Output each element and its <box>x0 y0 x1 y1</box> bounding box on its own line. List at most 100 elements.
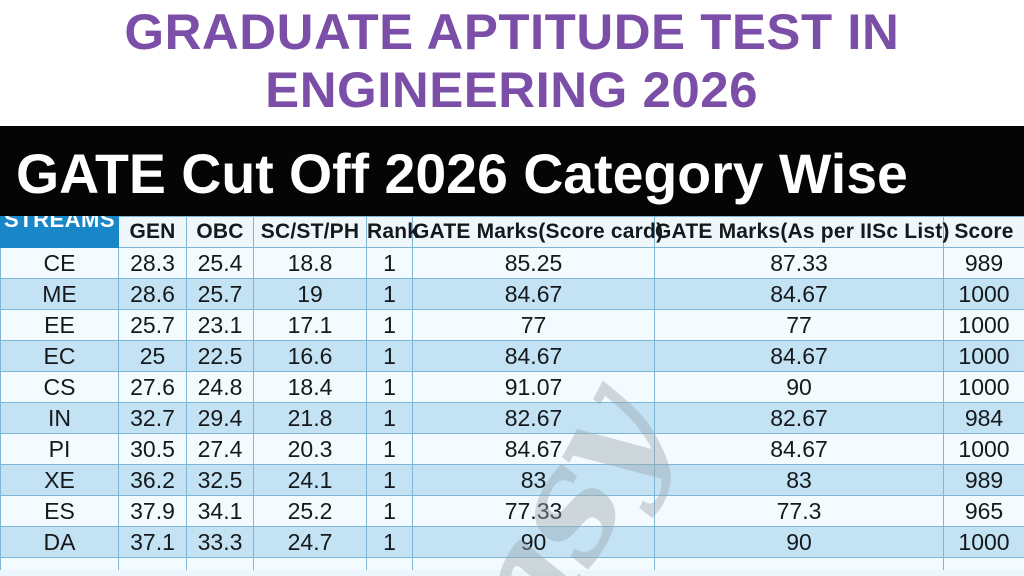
cell-obc: 32.5 <box>186 464 254 496</box>
cell-score: 1000 <box>943 526 1024 558</box>
cell-stream: CS <box>0 371 119 403</box>
cell-rank: 1 <box>366 433 413 465</box>
cell-gen: 37.1 <box>118 526 187 558</box>
cell-gate-marks-iisc-list: 87.33 <box>654 247 944 279</box>
cell-gen: 37.9 <box>118 495 187 527</box>
cell-partial <box>654 557 944 570</box>
cell-stream: EE <box>0 309 119 341</box>
cell-stream: XE <box>0 464 119 496</box>
cell-gate-marks-score-card: 84.67 <box>412 433 655 465</box>
cell-sc-st-ph: 20.3 <box>253 433 367 465</box>
cell-rank: 1 <box>366 371 413 403</box>
column-header-sc-st-ph: SC/ST/PH <box>253 216 367 248</box>
cell-gate-marks-iisc-list: 82.67 <box>654 402 944 434</box>
cell-gate-marks-iisc-list: 84.67 <box>654 340 944 372</box>
cell-stream: PI <box>0 433 119 465</box>
cell-obc: 23.1 <box>186 309 254 341</box>
table-row: IN 32.7 29.4 21.8 1 82.67 82.67 984 <box>0 402 1024 434</box>
cell-score: 984 <box>943 402 1024 434</box>
cell-score: 1000 <box>943 433 1024 465</box>
banner: GATE Cut Off 2026 Category Wise <box>0 126 1024 216</box>
cell-gate-marks-score-card: 90 <box>412 526 655 558</box>
cell-sc-st-ph: 21.8 <box>253 402 367 434</box>
table-row-partial <box>0 557 1024 570</box>
cell-stream: ES <box>0 495 119 527</box>
cell-rank: 1 <box>366 278 413 310</box>
cell-obc: 33.3 <box>186 526 254 558</box>
cell-partial <box>366 557 413 570</box>
cell-gate-marks-score-card: 77 <box>412 309 655 341</box>
table-header: STREAMS GEN OBC SC/ST/PH Rank GATE Marks… <box>0 216 1024 248</box>
cell-gen: 36.2 <box>118 464 187 496</box>
cell-gate-marks-score-card: 91.07 <box>412 371 655 403</box>
cell-score: 989 <box>943 247 1024 279</box>
cell-rank: 1 <box>366 495 413 527</box>
cell-sc-st-ph: 18.8 <box>253 247 367 279</box>
cell-obc: 27.4 <box>186 433 254 465</box>
cell-gate-marks-iisc-list: 90 <box>654 526 944 558</box>
cell-score: 1000 <box>943 371 1024 403</box>
page-title-line-2: ENGINEERING 2026 <box>265 62 759 118</box>
cell-gate-marks-iisc-list: 90 <box>654 371 944 403</box>
table-row: XE 36.2 32.5 24.1 1 83 83 989 <box>0 464 1024 496</box>
cell-partial <box>943 557 1024 570</box>
table-row: CE 28.3 25.4 18.8 1 85.25 87.33 989 <box>0 247 1024 279</box>
cutoff-table-container: easy STREAMS GEN OBC SC/ST/PH Rank GATE … <box>0 216 1024 576</box>
cell-stream: DA <box>0 526 119 558</box>
table-row: PI 30.5 27.4 20.3 1 84.67 84.67 1000 <box>0 433 1024 465</box>
table-row: EC 25 22.5 16.6 1 84.67 84.67 1000 <box>0 340 1024 372</box>
cell-gen: 32.7 <box>118 402 187 434</box>
cell-obc: 25.7 <box>186 278 254 310</box>
cell-sc-st-ph: 24.7 <box>253 526 367 558</box>
cell-gate-marks-iisc-list: 84.67 <box>654 278 944 310</box>
cell-gate-marks-score-card: 82.67 <box>412 402 655 434</box>
cell-stream: IN <box>0 402 119 434</box>
cell-rank: 1 <box>366 402 413 434</box>
column-header-score: Score <box>943 216 1024 248</box>
table-row: CS 27.6 24.8 18.4 1 91.07 90 1000 <box>0 371 1024 403</box>
table-body: CE 28.3 25.4 18.8 1 85.25 87.33 989 ME 28.6 25.7 19… <box>0 247 1024 570</box>
cell-gen: 28.3 <box>118 247 187 279</box>
cell-gen: 27.6 <box>118 371 187 403</box>
table-header-row: STREAMS GEN OBC SC/ST/PH Rank GATE Marks… <box>0 216 1024 248</box>
cell-stream: ME <box>0 278 119 310</box>
cell-gen: 25.7 <box>118 309 187 341</box>
gate-cutoff-table: STREAMS GEN OBC SC/ST/PH Rank GATE Marks… <box>0 216 1024 570</box>
cell-partial <box>186 557 254 570</box>
page-title-line-1: GRADUATE APTITUDE TEST IN <box>124 4 900 60</box>
cell-score: 965 <box>943 495 1024 527</box>
cell-gen: 28.6 <box>118 278 187 310</box>
cell-stream: EC <box>0 340 119 372</box>
cell-partial <box>253 557 367 570</box>
banner-title: GATE Cut Off 2026 Category Wise <box>16 142 908 205</box>
cell-sc-st-ph: 16.6 <box>253 340 367 372</box>
cell-gate-marks-score-card: 84.67 <box>412 340 655 372</box>
table-row: ME 28.6 25.7 19 1 84.67 84.67 1000 <box>0 278 1024 310</box>
cell-gate-marks-iisc-list: 77 <box>654 309 944 341</box>
column-header-gate-marks-iisc-list: GATE Marks(As per IISc List) <box>654 216 949 248</box>
cell-score: 989 <box>943 464 1024 496</box>
cell-sc-st-ph: 17.1 <box>253 309 367 341</box>
cell-obc: 29.4 <box>186 402 254 434</box>
column-header-obc: OBC <box>186 216 254 248</box>
column-header-streams: STREAMS <box>0 216 119 248</box>
cell-partial <box>118 557 187 570</box>
cell-sc-st-ph: 19 <box>253 278 367 310</box>
cell-rank: 1 <box>366 464 413 496</box>
column-header-gate-marks-score-card: GATE Marks(Score card) <box>412 216 663 248</box>
table-row: DA 37.1 33.3 24.7 1 90 90 1000 <box>0 526 1024 558</box>
cell-gate-marks-score-card: 84.67 <box>412 278 655 310</box>
cell-rank: 1 <box>366 526 413 558</box>
table-row: EE 25.7 23.1 17.1 1 77 77 1000 <box>0 309 1024 341</box>
cell-obc: 22.5 <box>186 340 254 372</box>
cell-stream: CE <box>0 247 119 279</box>
cell-rank: 1 <box>366 309 413 341</box>
column-header-gen: GEN <box>118 216 187 248</box>
page-title: GRADUATE APTITUDE TEST IN ENGINEERING 20… <box>0 0 1024 126</box>
cell-sc-st-ph: 25.2 <box>253 495 367 527</box>
cell-partial <box>0 557 119 570</box>
cell-gate-marks-score-card: 83 <box>412 464 655 496</box>
cell-obc: 34.1 <box>186 495 254 527</box>
cell-obc: 25.4 <box>186 247 254 279</box>
